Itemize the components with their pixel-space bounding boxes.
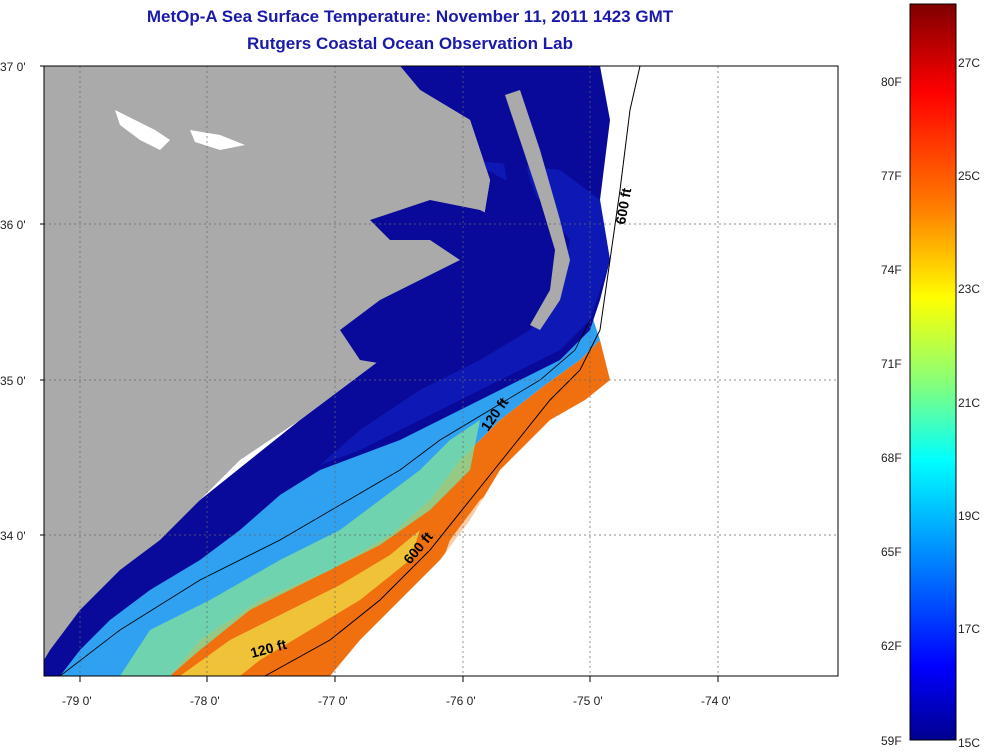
graticule	[44, 66, 838, 676]
land	[44, 66, 490, 660]
lon-label: -77 0'	[318, 694, 348, 708]
colorbar-c-label: 21C	[958, 396, 981, 410]
map-title: MetOp-A Sea Surface Temperature: Novembe…	[146, 7, 674, 26]
colorbar-c-label: 17C	[958, 622, 981, 636]
lat-label: 34 0'	[0, 529, 26, 543]
cloud-gap	[400, 420, 600, 676]
pamlico-sound	[340, 200, 540, 370]
colorbar-f-label: 68F	[881, 451, 902, 465]
lon-label: -75 0'	[573, 694, 603, 708]
colorbar-f-label: 65F	[881, 545, 902, 559]
colorbar-c-label: 15C	[958, 736, 981, 750]
contour-600ft	[264, 65, 641, 677]
colorbar-f-label: 80F	[881, 75, 902, 89]
map-subtitle: Rutgers Coastal Ocean Observation Lab	[247, 34, 573, 53]
contour-120ft	[59, 319, 591, 677]
colorbar	[909, 3, 957, 741]
shelf-yellow	[180, 530, 420, 676]
lon-label: -78 0'	[190, 694, 220, 708]
lat-label: 35 0'	[0, 374, 26, 388]
colorbar-f-label: 71F	[881, 357, 902, 371]
colorbar-c-label: 27C	[958, 56, 981, 70]
mid-shelf-green	[120, 420, 480, 676]
contour-label-600-upper: 600 ft	[612, 186, 634, 225]
lat-label: 37 0'	[0, 60, 26, 74]
colorbar-f-label: 62F	[881, 639, 902, 653]
colorbar-c-label: 19C	[958, 509, 981, 523]
colorbar-c-label: 25C	[958, 169, 981, 183]
colorbar-f-label: 74F	[881, 263, 902, 277]
colorbar-f-label: 59F	[881, 734, 902, 748]
lat-label: 36 0'	[0, 218, 26, 232]
colorbar-c-label: 23C	[958, 282, 981, 296]
lon-label: -76 0'	[446, 694, 476, 708]
lon-label: -74 0'	[701, 694, 731, 708]
lon-label: -79 0'	[62, 694, 92, 708]
cold-nearshore-water	[44, 66, 610, 676]
colorbar-f-label: 77F	[881, 169, 902, 183]
